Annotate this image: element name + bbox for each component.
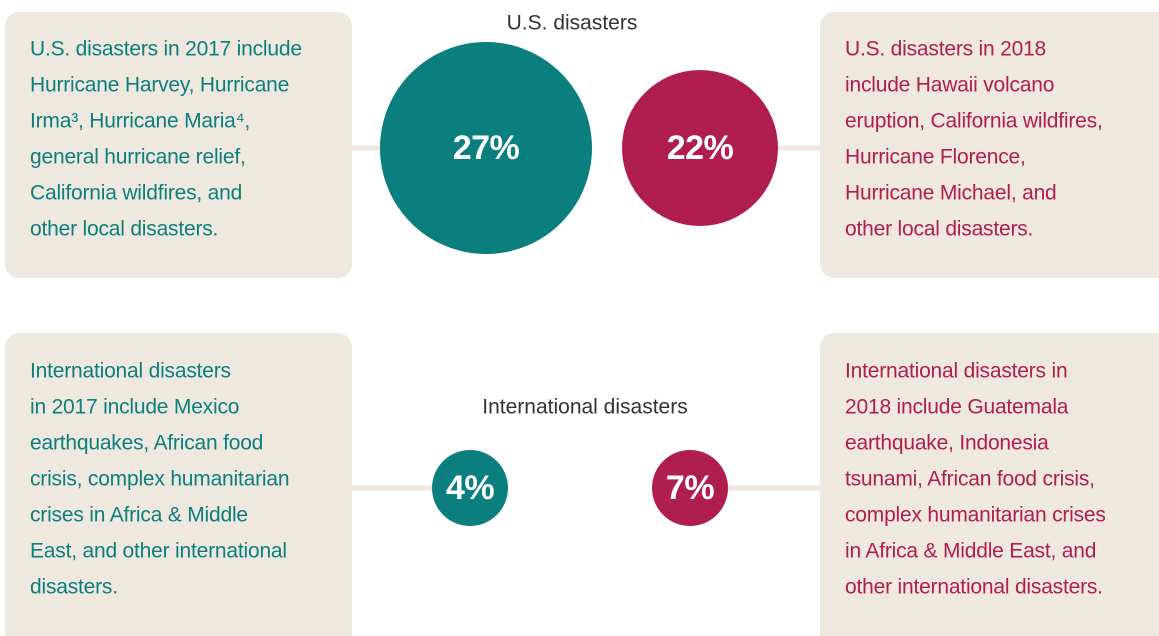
body-text: eruption, California wildfires, — [845, 110, 1103, 133]
body-text: other local disasters. — [845, 218, 1033, 241]
section-title: U.S. disasters — [507, 12, 638, 35]
body-text: crisis, complex humanitarian — [30, 468, 289, 491]
body-text: U.S. disasters in 2017 include — [30, 38, 302, 61]
body-text: Hurricane Michael, and — [845, 182, 1057, 205]
body-text: International disasters — [30, 360, 231, 383]
percent-label: 4% — [446, 469, 494, 507]
body-text: in Africa & Middle East, and — [845, 540, 1096, 563]
circle — [380, 42, 592, 254]
text-box — [820, 12, 1159, 278]
body-text: crises in Africa & Middle — [30, 504, 248, 527]
percent-label: 22% — [667, 129, 734, 167]
body-text: earthquake, Indonesia — [845, 432, 1049, 455]
percent-label: 7% — [666, 469, 714, 507]
body-text: other international disasters. — [845, 576, 1103, 599]
body-text: 2018 include Guatemala — [845, 396, 1069, 419]
body-text: East, and other international — [30, 540, 287, 563]
body-text: California wildfires, and — [30, 182, 242, 205]
body-text: include Hawaii volcano — [845, 74, 1054, 97]
body-text: tsunami, African food crisis, — [845, 468, 1095, 491]
circle — [622, 70, 778, 226]
body-text: complex humanitarian crises — [845, 504, 1106, 527]
section-title: International disasters — [482, 396, 687, 419]
text-box — [820, 333, 1159, 636]
body-text: International disasters in — [845, 360, 1067, 383]
body-text: general hurricane relief, — [30, 146, 246, 169]
text-box — [5, 12, 352, 278]
body-text: Irma³, Hurricane Maria⁴, — [30, 110, 250, 133]
text-box — [5, 333, 352, 636]
body-text: Hurricane Harvey, Hurricane — [30, 74, 289, 97]
circle — [432, 450, 508, 526]
body-text: earthquakes, African food — [30, 432, 263, 455]
body-text: Hurricane Florence, — [845, 146, 1026, 169]
body-text: in 2017 include Mexico — [30, 396, 239, 419]
body-text: other local disasters. — [30, 218, 218, 241]
percent-label: 27% — [453, 129, 520, 167]
circle — [652, 450, 728, 526]
body-text: disasters. — [30, 576, 118, 599]
body-text: U.S. disasters in 2018 — [845, 38, 1046, 61]
